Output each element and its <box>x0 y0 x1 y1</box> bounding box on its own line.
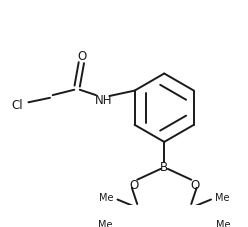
Text: NH: NH <box>95 93 113 106</box>
Text: Me: Me <box>99 192 114 202</box>
Text: Me: Me <box>215 192 229 202</box>
Text: Me: Me <box>97 219 112 227</box>
Text: O: O <box>129 178 138 191</box>
Text: Me: Me <box>217 219 231 227</box>
Text: Cl: Cl <box>12 99 23 112</box>
Text: O: O <box>190 178 199 191</box>
Text: O: O <box>78 49 87 62</box>
Text: B: B <box>160 160 168 173</box>
